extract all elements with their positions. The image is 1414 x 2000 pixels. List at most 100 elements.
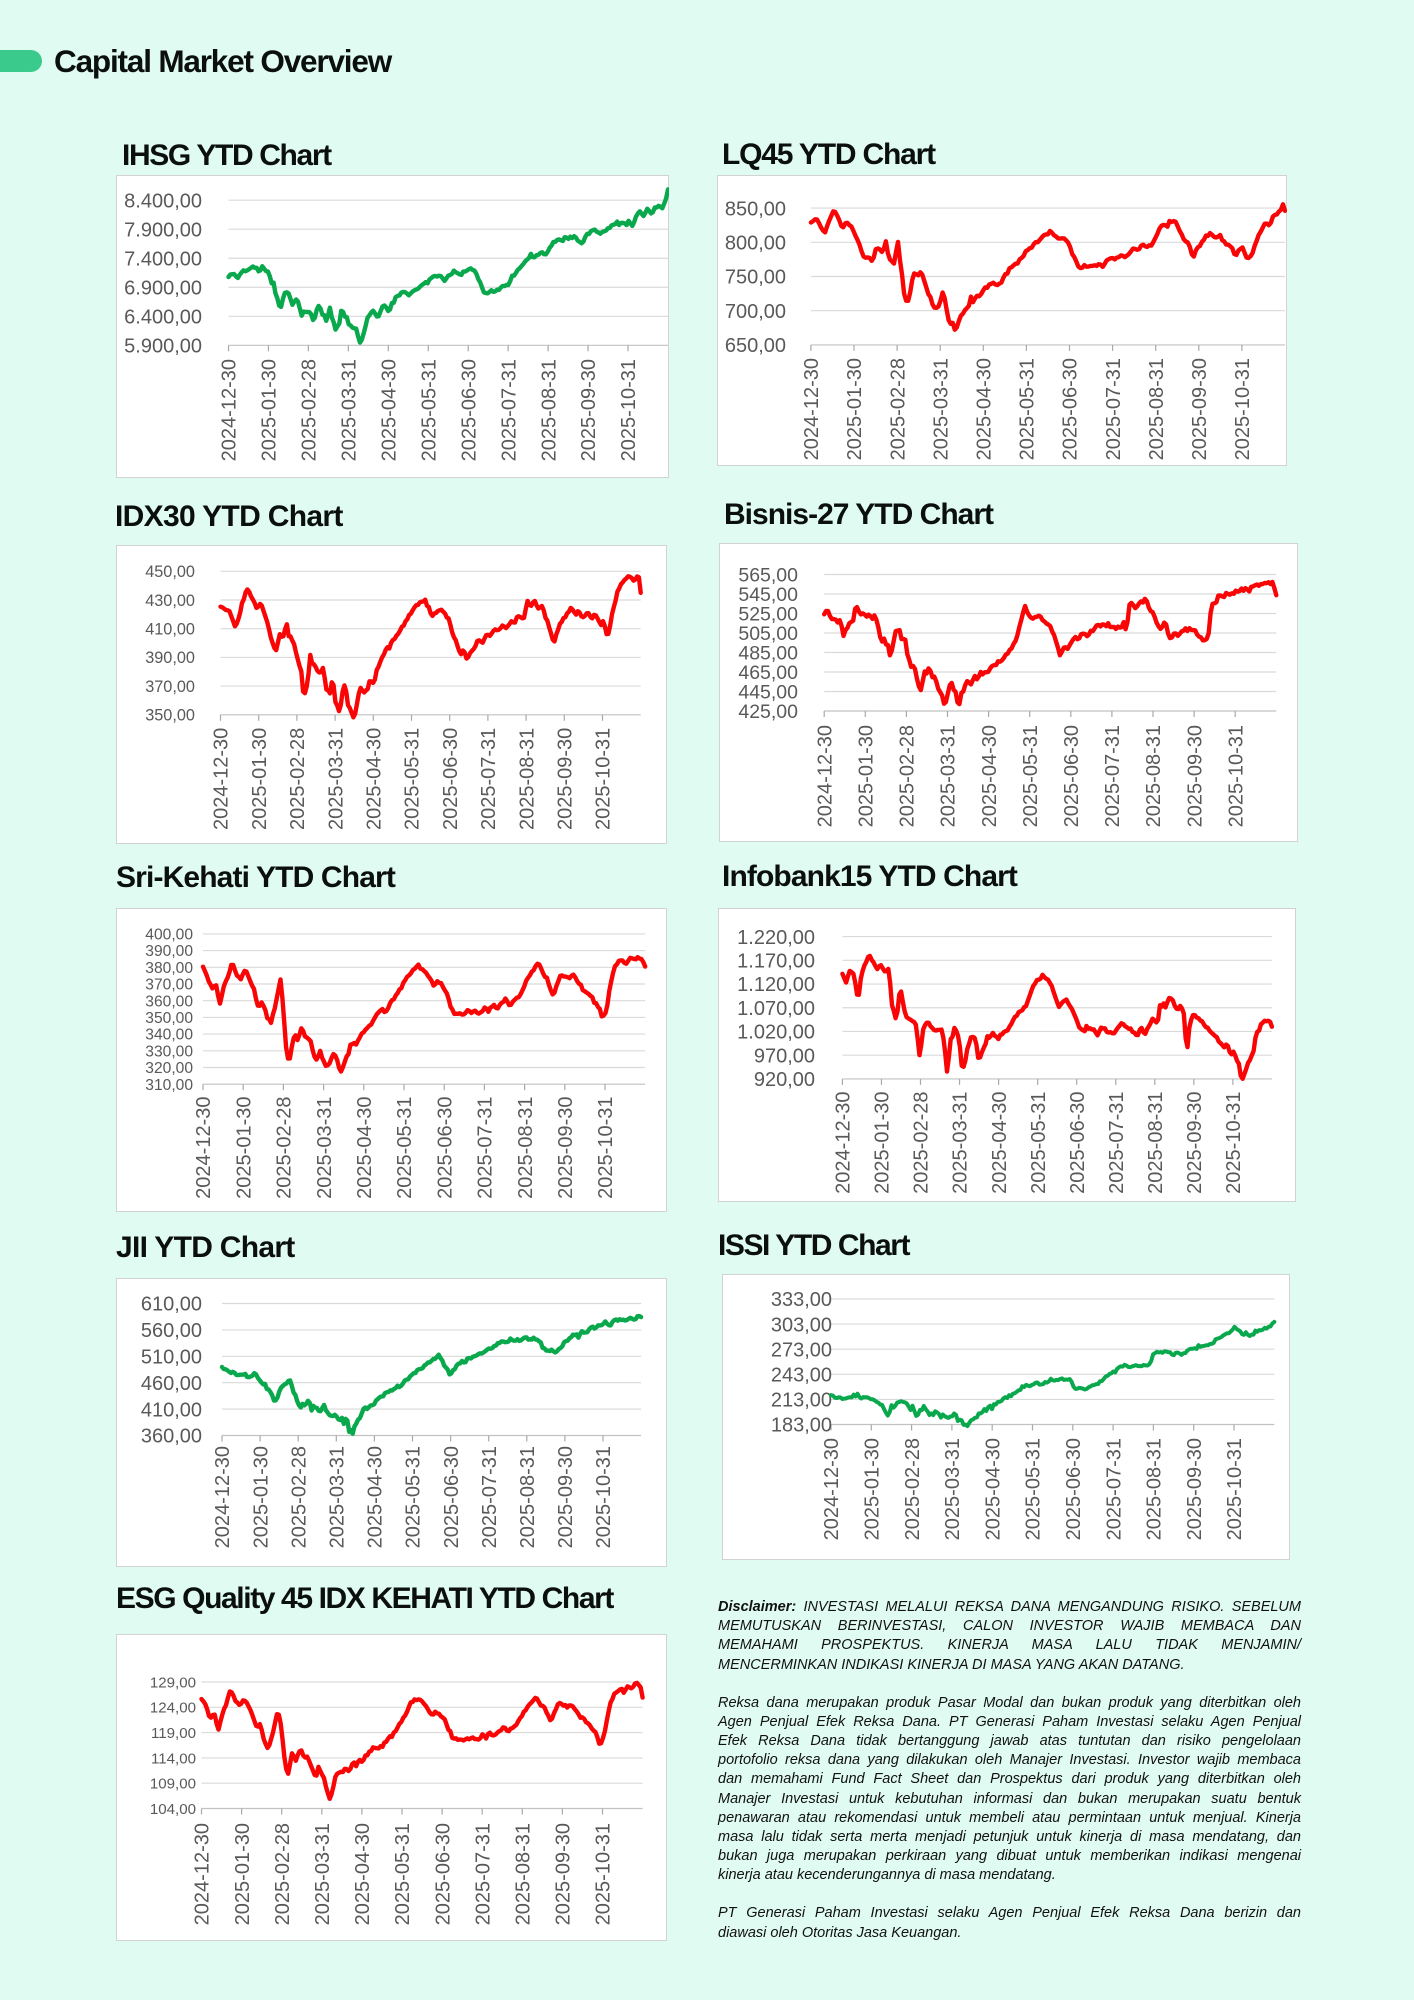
svg-text:320,00: 320,00 <box>145 1060 193 1077</box>
svg-text:2024-12-30: 2024-12-30 <box>814 725 836 827</box>
svg-text:2025-08-31: 2025-08-31 <box>1143 725 1165 827</box>
svg-text:920,00: 920,00 <box>754 1069 815 1091</box>
svg-text:2025-05-31: 2025-05-31 <box>1023 1438 1045 1540</box>
svg-text:2025-02-28: 2025-02-28 <box>288 1446 310 1548</box>
svg-text:700,00: 700,00 <box>725 301 786 323</box>
svg-text:2025-05-31: 2025-05-31 <box>1028 1092 1050 1194</box>
svg-text:750,00: 750,00 <box>725 267 786 289</box>
svg-text:510,00: 510,00 <box>141 1346 202 1368</box>
svg-text:350,00: 350,00 <box>145 1010 193 1027</box>
svg-text:2025-09-30: 2025-09-30 <box>1184 1092 1206 1194</box>
svg-text:400,00: 400,00 <box>145 926 193 943</box>
svg-text:2025-02-28: 2025-02-28 <box>287 728 309 830</box>
svg-text:850,00: 850,00 <box>725 198 786 220</box>
svg-text:2025-10-31: 2025-10-31 <box>1224 1438 1246 1540</box>
svg-text:273,00: 273,00 <box>771 1339 832 1361</box>
svg-text:545,00: 545,00 <box>738 584 798 606</box>
svg-text:1.170,00: 1.170,00 <box>737 950 815 972</box>
svg-text:2025-02-28: 2025-02-28 <box>902 1438 924 1540</box>
svg-text:445,00: 445,00 <box>738 681 798 703</box>
svg-text:2025-08-31: 2025-08-31 <box>515 1097 537 1199</box>
svg-text:970,00: 970,00 <box>754 1045 815 1067</box>
svg-text:2025-02-28: 2025-02-28 <box>897 725 919 827</box>
svg-text:330,00: 330,00 <box>145 1043 193 1060</box>
svg-text:650,00: 650,00 <box>725 335 786 357</box>
svg-text:800,00: 800,00 <box>725 232 786 254</box>
svg-text:109,00: 109,00 <box>150 1776 196 1793</box>
svg-text:465,00: 465,00 <box>738 662 798 684</box>
svg-text:485,00: 485,00 <box>738 642 798 664</box>
svg-text:2025-05-31: 2025-05-31 <box>1020 725 1042 827</box>
svg-text:2024-12-30: 2024-12-30 <box>801 358 823 460</box>
svg-text:2025-04-30: 2025-04-30 <box>989 1092 1011 1194</box>
svg-text:2025-10-31: 2025-10-31 <box>1232 358 1254 460</box>
svg-text:2025-07-31: 2025-07-31 <box>1103 1438 1125 1540</box>
svg-text:2025-06-30: 2025-06-30 <box>1060 358 1082 460</box>
svg-text:2025-07-31: 2025-07-31 <box>1102 725 1124 827</box>
svg-text:2025-08-31: 2025-08-31 <box>516 728 538 830</box>
svg-text:2024-12-30: 2024-12-30 <box>212 1446 234 1548</box>
svg-text:2025-02-28: 2025-02-28 <box>274 1097 296 1199</box>
svg-text:360,00: 360,00 <box>145 993 193 1010</box>
svg-text:390,00: 390,00 <box>145 649 195 667</box>
svg-text:2025-08-31: 2025-08-31 <box>1144 1438 1166 1540</box>
svg-text:2025-07-31: 2025-07-31 <box>1106 1092 1128 1194</box>
svg-text:2025-10-31: 2025-10-31 <box>593 1823 615 1925</box>
svg-text:2025-09-30: 2025-09-30 <box>1184 1438 1206 1540</box>
svg-text:2024-12-30: 2024-12-30 <box>192 1823 214 1925</box>
svg-text:370,00: 370,00 <box>145 678 195 696</box>
svg-text:114,00: 114,00 <box>151 1750 196 1767</box>
svg-text:2025-04-30: 2025-04-30 <box>973 358 995 460</box>
svg-text:2025-03-31: 2025-03-31 <box>938 725 960 827</box>
svg-text:2025-06-30: 2025-06-30 <box>1061 725 1083 827</box>
svg-text:2025-04-30: 2025-04-30 <box>363 728 385 830</box>
svg-text:2025-08-31: 2025-08-31 <box>517 1446 539 1548</box>
svg-text:2025-06-30: 2025-06-30 <box>1067 1092 1089 1194</box>
svg-text:2025-08-31: 2025-08-31 <box>512 1823 534 1925</box>
svg-text:2024-12-30: 2024-12-30 <box>193 1097 215 1199</box>
svg-text:2025-05-31: 2025-05-31 <box>418 359 440 461</box>
svg-text:2024-12-30: 2024-12-30 <box>821 1438 843 1540</box>
svg-text:2025-02-28: 2025-02-28 <box>887 358 909 460</box>
svg-text:2025-10-31: 2025-10-31 <box>1223 1092 1245 1194</box>
svg-text:2025-07-31: 2025-07-31 <box>498 359 520 461</box>
svg-text:2025-02-28: 2025-02-28 <box>911 1092 933 1194</box>
svg-text:129,00: 129,00 <box>150 1674 196 1691</box>
svg-text:2025-04-30: 2025-04-30 <box>982 1438 1004 1540</box>
svg-text:2025-09-30: 2025-09-30 <box>555 1097 577 1199</box>
svg-text:425,00: 425,00 <box>738 701 798 723</box>
svg-text:2025-09-30: 2025-09-30 <box>578 359 600 461</box>
svg-text:1.020,00: 1.020,00 <box>737 1022 815 1044</box>
svg-text:2025-08-31: 2025-08-31 <box>1146 358 1168 460</box>
svg-text:1.220,00: 1.220,00 <box>737 927 815 949</box>
svg-text:525,00: 525,00 <box>738 603 798 625</box>
svg-text:2025-06-30: 2025-06-30 <box>441 1446 463 1548</box>
svg-text:2025-01-30: 2025-01-30 <box>250 1446 272 1548</box>
svg-text:390,00: 390,00 <box>145 943 193 960</box>
svg-text:2025-04-30: 2025-04-30 <box>378 359 400 461</box>
svg-text:2025-07-31: 2025-07-31 <box>475 1097 497 1199</box>
svg-text:104,00: 104,00 <box>150 1801 196 1818</box>
svg-text:2025-03-31: 2025-03-31 <box>942 1438 964 1540</box>
svg-text:7.400,00: 7.400,00 <box>124 248 202 270</box>
svg-text:2025-01-30: 2025-01-30 <box>259 359 281 461</box>
svg-text:2025-03-31: 2025-03-31 <box>950 1092 972 1194</box>
svg-text:2025-03-31: 2025-03-31 <box>314 1097 336 1199</box>
svg-text:119,00: 119,00 <box>151 1725 196 1742</box>
svg-text:2025-09-30: 2025-09-30 <box>553 1823 575 1925</box>
svg-text:2025-09-30: 2025-09-30 <box>555 1446 577 1548</box>
svg-text:450,00: 450,00 <box>145 563 195 581</box>
svg-text:565,00: 565,00 <box>738 564 798 586</box>
svg-text:460,00: 460,00 <box>141 1373 202 1395</box>
svg-text:2025-05-31: 2025-05-31 <box>402 728 424 830</box>
svg-text:2025-02-28: 2025-02-28 <box>299 359 321 461</box>
svg-text:610,00: 610,00 <box>141 1294 202 1316</box>
svg-text:430,00: 430,00 <box>145 592 195 610</box>
svg-text:2025-05-31: 2025-05-31 <box>1017 358 1039 460</box>
svg-text:124,00: 124,00 <box>150 1700 196 1717</box>
svg-text:2025-03-31: 2025-03-31 <box>325 728 347 830</box>
svg-text:560,00: 560,00 <box>141 1320 202 1342</box>
svg-text:410,00: 410,00 <box>145 621 195 639</box>
svg-text:2025-01-30: 2025-01-30 <box>861 1438 883 1540</box>
svg-text:8.400,00: 8.400,00 <box>124 190 202 212</box>
